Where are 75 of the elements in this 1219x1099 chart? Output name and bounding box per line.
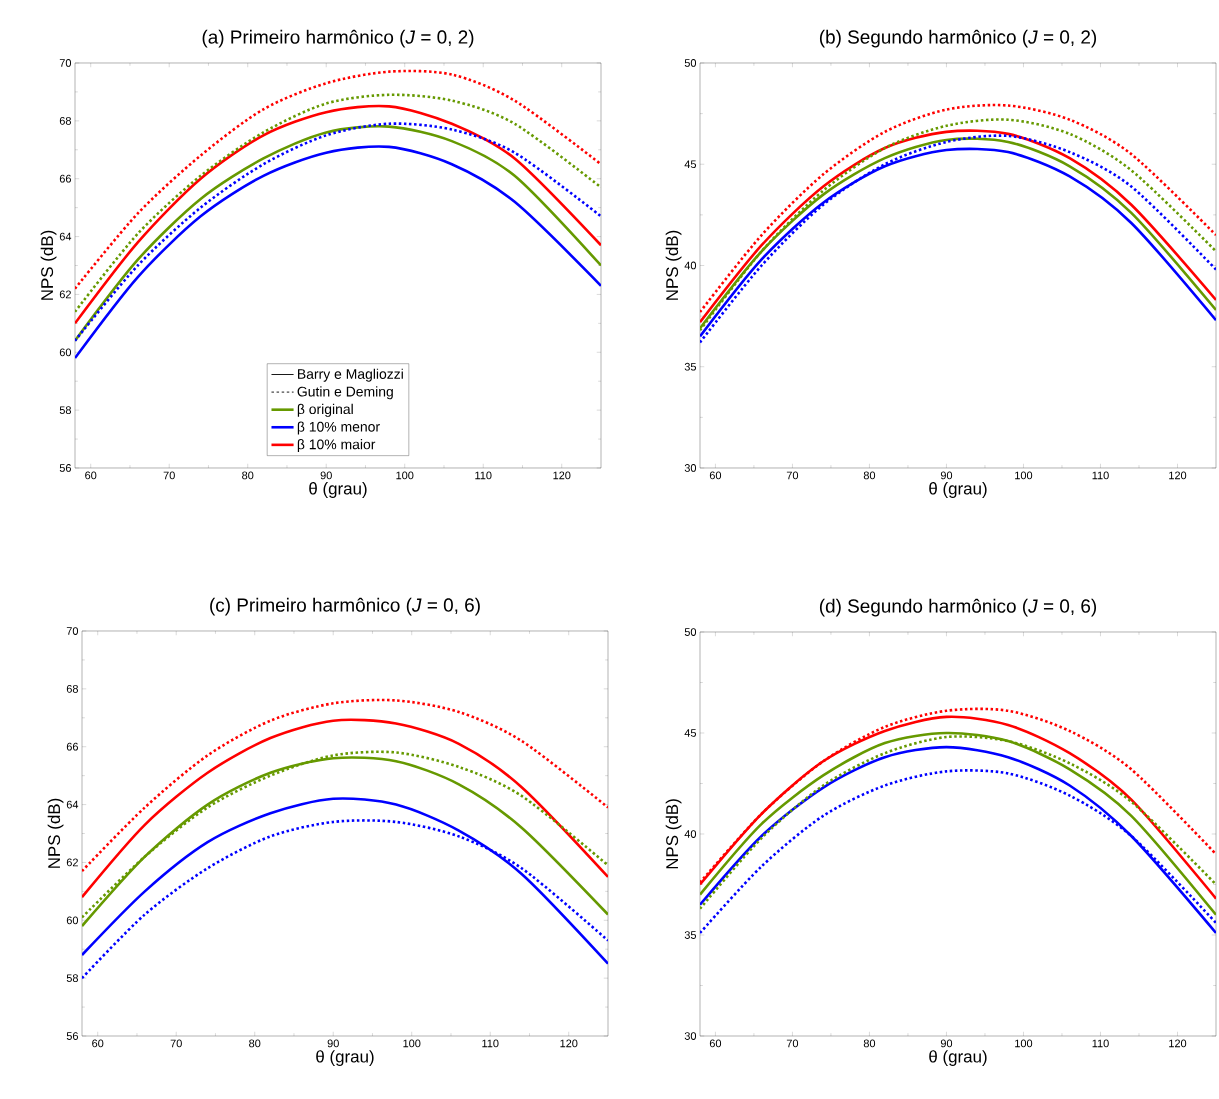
y-tick-label: 50 xyxy=(684,59,697,67)
legend-label: Gutin e Deming xyxy=(297,386,393,400)
y-tick-label: 62 xyxy=(66,858,78,867)
y-tick-label: 58 xyxy=(59,406,71,415)
x-tick-label: 100 xyxy=(403,1039,421,1048)
y-tick-label: 62 xyxy=(59,290,71,299)
x-tick-label: 120 xyxy=(1169,1039,1187,1048)
legend-label: β original xyxy=(297,403,353,417)
x-tick-label: 70 xyxy=(786,471,799,480)
x-tick-label: 90 xyxy=(940,471,953,480)
chart-title: (b) Segundo harmônico (J = 0, 2) xyxy=(819,29,1097,48)
x-tick-label: 70 xyxy=(163,471,175,480)
y-tick-label: 70 xyxy=(66,627,79,635)
x-tick-label: 70 xyxy=(170,1039,182,1048)
x-tick-label: 110 xyxy=(1092,471,1109,480)
y-tick-label: 50 xyxy=(684,628,697,636)
x-axis-title: θ (grau) xyxy=(929,1050,987,1066)
x-axis-title: θ (grau) xyxy=(316,1050,374,1066)
x-axis-title: θ (grau) xyxy=(929,482,987,498)
x-tick-label: 100 xyxy=(1015,1039,1033,1048)
legend-label: β 10% menor xyxy=(297,421,380,435)
y-tick-label: 56 xyxy=(66,1032,78,1040)
y-tick-label: 45 xyxy=(684,160,697,169)
y-tick-label: 68 xyxy=(66,684,78,693)
x-tick-label: 80 xyxy=(863,471,876,480)
y-axis-title: NPS (dB) xyxy=(665,230,682,300)
y-tick-label: 70 xyxy=(59,59,72,67)
x-tick-label: 120 xyxy=(1169,471,1187,480)
y-tick-label: 56 xyxy=(59,464,71,472)
x-tick-label: 120 xyxy=(560,1039,578,1048)
y-tick-label: 58 xyxy=(66,974,78,983)
y-tick-label: 30 xyxy=(684,1032,697,1040)
y-tick-label: 60 xyxy=(59,348,72,357)
x-tick-label: 60 xyxy=(85,471,97,480)
y-tick-label: 68 xyxy=(59,116,71,125)
chart-title: (c) Primeiro harmônico (J = 0, 6) xyxy=(210,597,480,616)
y-tick-label: 64 xyxy=(66,800,79,809)
x-tick-label: 90 xyxy=(320,471,332,480)
line-series xyxy=(75,145,601,360)
x-axis-title: θ (grau) xyxy=(309,482,367,498)
x-tick-label: 90 xyxy=(327,1039,339,1048)
legend-label: Barry e Magliozzi xyxy=(298,368,403,382)
x-tick-label: 60 xyxy=(709,1039,722,1048)
x-tick-label: 80 xyxy=(242,471,254,480)
x-tick-label: 110 xyxy=(1092,1039,1109,1048)
x-tick-label: 70 xyxy=(786,1039,799,1048)
x-tick-label: 80 xyxy=(863,1039,876,1048)
y-tick-label: 45 xyxy=(684,729,697,737)
y-tick-label: 66 xyxy=(66,742,78,751)
x-tick-label: 110 xyxy=(475,471,492,480)
line-series xyxy=(75,69,601,290)
y-tick-label: 40 xyxy=(684,830,697,838)
y-tick-label: 40 xyxy=(684,261,697,270)
x-tick-label: 100 xyxy=(1015,471,1033,480)
y-tick-label: 64 xyxy=(59,232,72,241)
legend-label: β 10% maior xyxy=(297,439,376,453)
x-tick-label: 110 xyxy=(482,1039,499,1048)
y-axis-title: NPS (dB) xyxy=(47,798,64,868)
line-series xyxy=(82,718,608,899)
line-series xyxy=(82,698,608,873)
y-tick-label: 30 xyxy=(684,464,697,472)
y-tick-label: 35 xyxy=(684,931,697,939)
x-tick-label: 90 xyxy=(940,1039,953,1048)
chart-title: (d) Segundo harmônico (J = 0, 6) xyxy=(819,598,1097,617)
y-tick-label: 60 xyxy=(66,916,79,925)
y-axis-title: NPS (dB) xyxy=(665,799,682,869)
y-tick-label: 35 xyxy=(684,362,697,371)
y-tick-label: 66 xyxy=(59,174,71,183)
x-tick-label: 120 xyxy=(553,471,571,480)
x-tick-label: 100 xyxy=(396,471,414,480)
y-axis-title: NPS (dB) xyxy=(40,230,57,300)
chart-title: (a) Primeiro harmônico (J = 0, 2) xyxy=(202,29,474,48)
x-tick-label: 80 xyxy=(249,1039,261,1048)
x-tick-label: 60 xyxy=(92,1039,104,1048)
x-tick-label: 60 xyxy=(709,471,722,480)
